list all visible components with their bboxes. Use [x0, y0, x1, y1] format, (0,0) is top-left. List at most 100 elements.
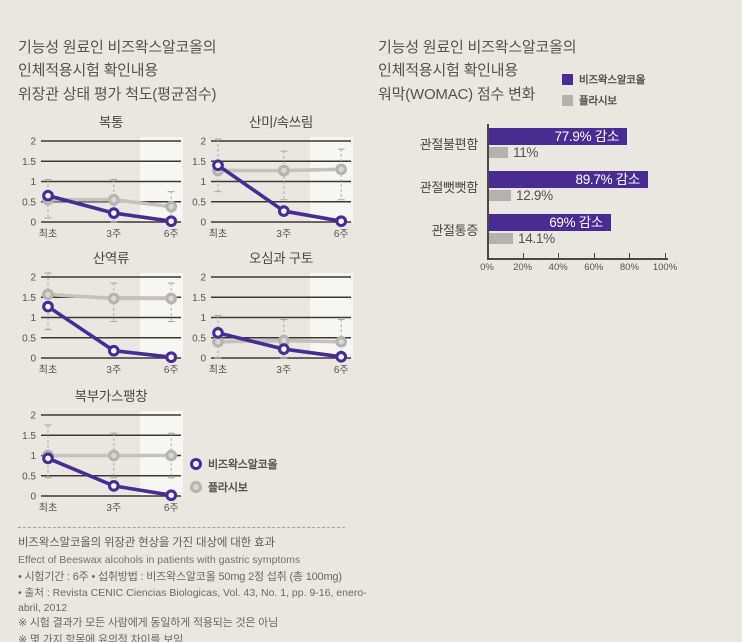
placebo-bar [488, 233, 513, 244]
beeswax-data-point [212, 327, 224, 339]
x-axis-tick [629, 253, 631, 258]
y-tick-label: 0.5 [22, 197, 36, 208]
placebo-data-point [335, 335, 348, 348]
x-tick-label: 최초 [209, 228, 227, 240]
y-tick-label: 1 [200, 313, 206, 324]
y-tick-label: 0 [30, 492, 36, 503]
placebo-data-point [212, 335, 224, 348]
chart-title: 산미/속쓰림 [249, 115, 313, 130]
line-chart-5: 0 0.5 1 1.5 2 최초 3주 6주 복부가스팽창 [22, 389, 183, 514]
legend-label: 플라시보 [579, 95, 617, 107]
placebo-bar-label: 12.9% [516, 187, 553, 203]
placebo-marker-icon [190, 481, 202, 493]
x-axis-tick [487, 253, 488, 258]
chart-title: 산역류 [93, 251, 129, 266]
x-axis-tick-label: 20% [513, 262, 533, 273]
beeswax-data-point [107, 480, 120, 492]
legend-item-placebo: 플라시보 [562, 93, 645, 108]
placebo-data-point [107, 193, 120, 206]
placebo-data-point [107, 292, 120, 305]
bar-x-axis [487, 258, 668, 260]
line-chart-1: 0 0.5 1 1.5 2 최초 3주 6주 복통 [22, 115, 183, 240]
placebo-bar [488, 190, 511, 201]
right-title-line-1: 기능성 원료인 비즈왁스알코올의 [378, 39, 577, 56]
x-axis-tick-label: 80% [619, 262, 639, 273]
y-tick-label: 2 [30, 273, 36, 284]
x-tick-label: 최초 [209, 364, 227, 376]
bar-category-label: 관절불편함 [419, 137, 479, 152]
x-axis-tick [522, 253, 524, 258]
beeswax-bar-label: 77.9% 감소 [554, 129, 620, 144]
placebo-data-point [165, 449, 178, 462]
beeswax-bar: 89.7% 감소 [488, 171, 648, 188]
beeswax-data-point [42, 300, 54, 313]
line-chart-3: 0 0.5 1 1.5 2 최초 3주 6주 산역류 [22, 251, 183, 376]
legend-label: 비즈왁스알코올 [208, 459, 278, 471]
footnote-caution-1: ※ 시험 결과가 모든 사람에게 동일하게 적용되는 것은 아님 [18, 617, 279, 630]
x-axis-tick-label: 100% [652, 262, 678, 273]
legend-label: 플라시보 [208, 482, 248, 494]
x-tick-label: 6주 [334, 365, 349, 376]
x-tick-label: 3주 [276, 365, 291, 376]
x-axis-tick [665, 253, 666, 258]
beeswax-data-point [165, 489, 178, 502]
beeswax-bar: 69% 감소 [488, 214, 611, 231]
week6-highlight-band [140, 137, 183, 222]
beeswax-data-point [212, 159, 224, 172]
beeswax-data-point [107, 207, 120, 219]
x-tick-label: 6주 [334, 229, 349, 240]
footnotes: 비즈왁스알코올의 위장관 현상을 가진 대상에 대한 효과 Effect of … [18, 536, 378, 642]
y-tick-label: 0 [30, 354, 36, 365]
y-tick-label: 1.5 [22, 431, 36, 442]
beeswax-data-point [42, 452, 54, 465]
y-tick-label: 0.5 [22, 471, 36, 482]
placebo-bar-label: 11% [513, 144, 539, 160]
placebo-swatch-icon [562, 95, 573, 106]
beeswax-data-point [335, 350, 348, 363]
y-tick-label: 2 [200, 137, 206, 148]
y-tick-label: 1 [30, 313, 36, 324]
x-axis-tick [593, 253, 595, 258]
bar-chart-legend: 비즈왁스알코올 플라시보 [562, 72, 645, 115]
y-tick-label: 0 [30, 218, 36, 229]
footnote-caution-2: ※ 몇 가지 항목에 유의적 차이를 보임 [18, 633, 184, 642]
bar-y-axis [487, 124, 489, 259]
beeswax-data-point [165, 215, 178, 228]
y-tick-label: 0.5 [22, 333, 36, 344]
beeswax-bar-label: 69% 감소 [549, 215, 603, 230]
y-tick-label: 1.5 [192, 157, 206, 168]
left-title-line-3: 위장관 상태 평가 척도(평균점수) [18, 85, 217, 103]
y-tick-label: 1.5 [22, 157, 36, 168]
x-tick-label: 3주 [106, 365, 121, 376]
left-title-line-2: 인체적용시험 확인내용 [18, 62, 158, 80]
left-section-title: 기능성 원료인 비즈왁스알코올의 인체적용시험 확인내용 위장관 상태 평가 척… [18, 36, 217, 106]
legend-label: 비즈왁스알코올 [579, 74, 646, 86]
beeswax-bar-label: 89.7% 감소 [575, 172, 641, 187]
chart-title: 오심과 구토 [249, 251, 313, 266]
x-tick-label: 6주 [164, 229, 179, 240]
beeswax-data-point [165, 351, 178, 364]
line-chart-legend: 비즈왁스알코올 플라시보 [190, 456, 278, 502]
beeswax-data-point [277, 205, 290, 217]
left-title-line-1: 기능성 원료인 비즈왁스알코올의 [18, 39, 217, 56]
y-tick-label: 1.5 [192, 293, 206, 304]
beeswax-swatch-icon [562, 74, 573, 85]
footnote-title-ko: 비즈왁스알코올의 위장관 현상을 가진 대상에 대한 효과 [18, 537, 275, 549]
y-tick-label: 1 [200, 177, 206, 188]
dashed-divider [18, 527, 345, 528]
placebo-data-point [165, 200, 178, 213]
x-tick-label: 최초 [39, 502, 57, 514]
x-tick-label: 최초 [39, 364, 57, 376]
bar-category-label: 관절뻣뻣함 [419, 180, 479, 195]
footnote-method: • 시험기간 : 6주 • 섭취방법 : 비즈왁스알코올 50mg 2정 섭취 … [18, 570, 342, 583]
beeswax-bar: 77.9% 감소 [488, 128, 627, 145]
placebo-data-point [107, 449, 120, 462]
x-axis-tick-label: 0% [480, 262, 494, 273]
x-tick-label: 3주 [276, 229, 291, 240]
beeswax-data-point [277, 343, 290, 355]
y-tick-label: 0 [200, 354, 206, 365]
y-tick-label: 2 [30, 411, 36, 422]
y-tick-label: 1 [30, 451, 36, 462]
chart-title: 복통 [99, 115, 123, 130]
